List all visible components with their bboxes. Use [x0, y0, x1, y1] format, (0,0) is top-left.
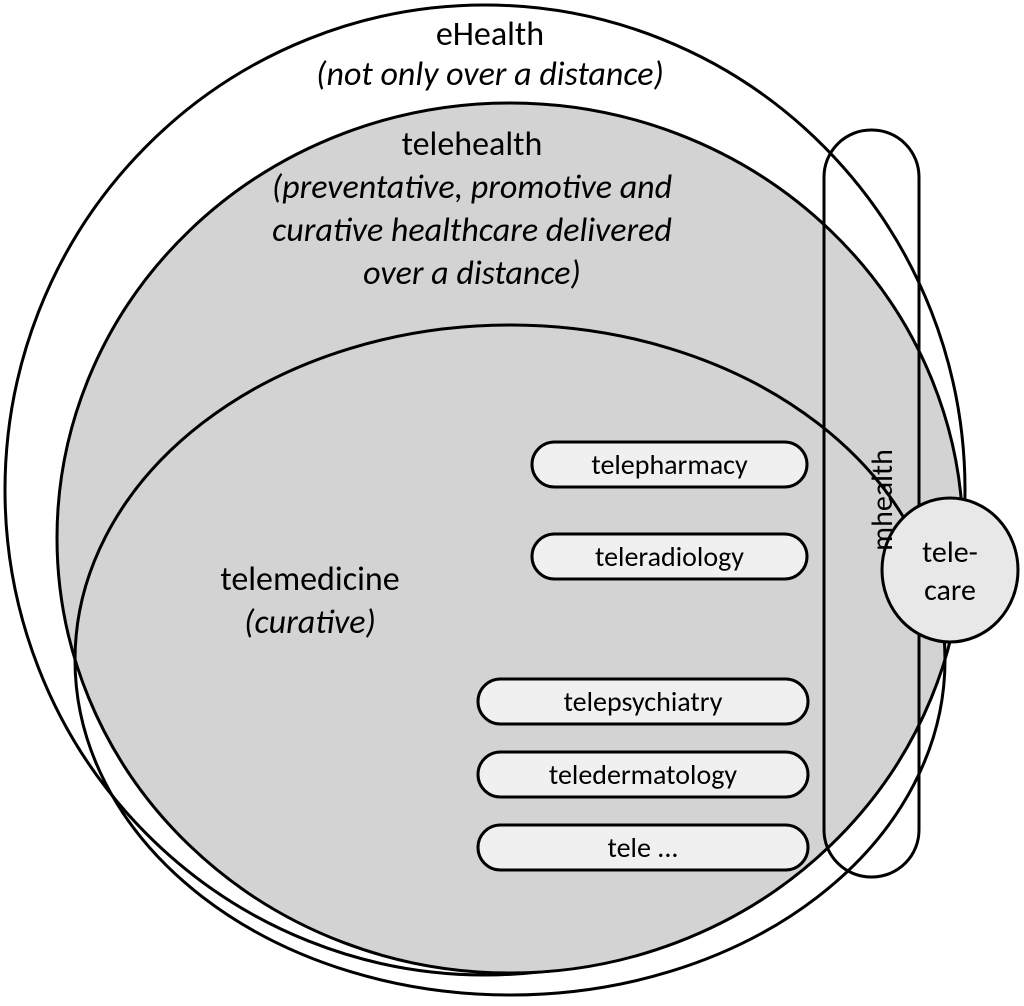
ehealth-subtitle: (not only over a distance): [316, 54, 664, 95]
telehealth-subtitle-line-1: curative healthcare delivered: [272, 210, 672, 251]
telemedicine-subtitle: (curative): [244, 602, 376, 643]
specialty-pill-label-4: tele ...: [608, 830, 679, 865]
ehealth-venn-diagram: telepharmacy teleradiology telepsychiatry t…: [0, 0, 1024, 1006]
specialty-pill-label-0: telepharmacy: [591, 447, 748, 482]
telemedicine-title: telemedicine: [220, 559, 399, 600]
ehealth-title: eHealth: [436, 14, 544, 55]
telehealth-subtitle-line-0: (preventative, promotive and: [272, 167, 672, 208]
telecare-label-line2: care: [924, 572, 976, 609]
telecare-label-line1: tele-: [922, 534, 978, 571]
telehealth-subtitle-line-2: over a distance): [363, 253, 581, 294]
specialty-pill-label-3: teledermatology: [549, 757, 738, 792]
mhealth-label: mhealth: [864, 449, 901, 551]
telehealth-title: telehealth: [402, 124, 543, 165]
specialty-pill-label-1: teleradiology: [595, 539, 744, 574]
specialty-pill-label-2: telepsychiatry: [564, 684, 723, 719]
